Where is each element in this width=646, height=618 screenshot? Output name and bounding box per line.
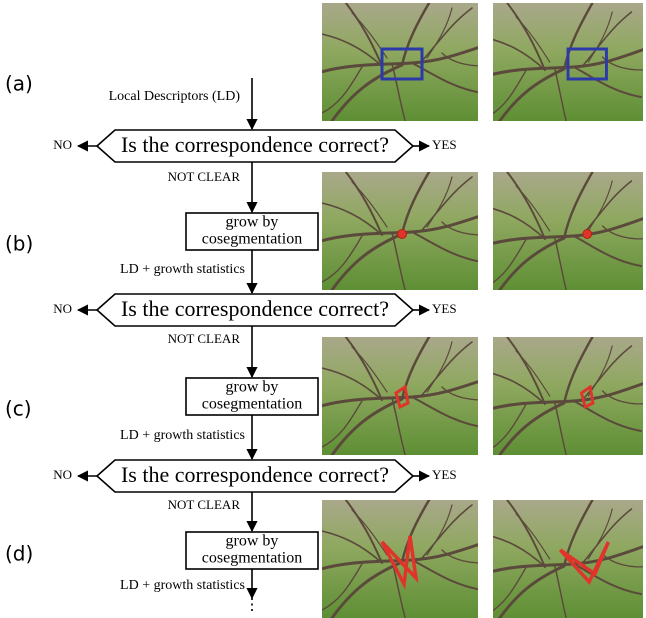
panel-label: (c) [5,397,32,421]
figure: (a) (b) (c) (d) Local Descriptors (LD) Is the… [0,0,646,618]
action-text: grow by [226,533,279,550]
no-label: NO [53,467,72,482]
region [398,230,407,239]
continuation: ⋮ [244,597,260,614]
photo [482,336,646,466]
action-text: grow by [226,379,279,396]
unclear-label: NOT CLEAR [168,331,241,346]
photo [317,0,492,128]
action-text: cosegmentation [202,396,302,413]
decision-question: Is the correspondence correct? [121,462,389,487]
output-label: LD + growth statistics [120,262,245,277]
panel-label: (a) [5,72,33,96]
action-text: grow by [226,214,279,231]
region [583,230,592,239]
unclear-label: NOT CLEAR [168,169,241,184]
start-label: Local Descriptors (LD) [109,89,241,104]
no-label: NO [53,301,72,316]
photo [317,332,492,462]
yes-label: YES [432,467,457,482]
decision-question: Is the correspondence correct? [121,132,389,157]
yes-label: YES [432,301,457,316]
photo [317,167,492,297]
decision-question: Is the correspondence correct? [121,296,389,321]
photo [482,171,646,301]
action-text: cosegmentation [202,550,302,567]
action-text: cosegmentation [202,231,302,248]
yes-label: YES [432,137,457,152]
output-label: LD + growth statistics [120,578,245,593]
photo [482,2,646,132]
photo [317,495,492,618]
no-label: NO [53,137,72,152]
photo [482,499,646,618]
unclear-label: NOT CLEAR [168,497,241,512]
panel-label: (d) [5,542,33,566]
panel-label: (b) [5,232,33,256]
output-label: LD + growth statistics [120,428,245,443]
